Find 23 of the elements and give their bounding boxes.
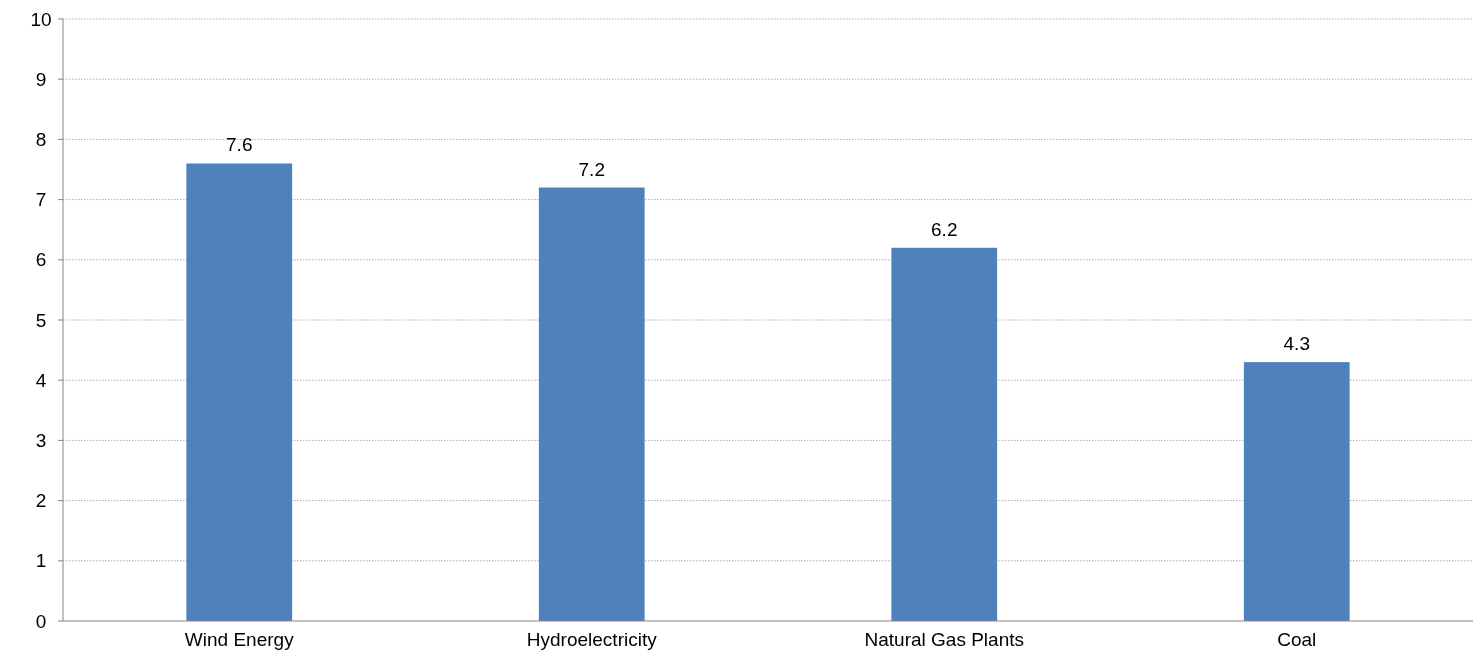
y-tick-label: 2 [35,490,47,512]
y-tick-label: 3 [35,430,47,452]
bar [891,247,998,621]
x-tick-label: Coal [1277,629,1317,650]
y-tick-label: 10 [30,8,52,30]
bar [1243,362,1350,621]
bar [538,187,645,621]
data-label: 4.3 [1283,333,1310,355]
x-tick-label: Hydroelectricity [526,629,658,650]
data-label: 6.2 [931,218,958,240]
data-label: 7.6 [226,134,253,156]
data-label: 7.2 [578,158,605,180]
y-tick-label: 6 [35,249,47,271]
y-tick-label: 5 [35,309,47,331]
y-tick-label: 4 [35,369,47,391]
y-tick-label: 8 [35,129,47,151]
y-tick-label: 0 [35,610,47,632]
x-tick-label: Natural Gas Plants [864,629,1024,650]
bar [186,163,293,621]
x-tick-label: Wind Energy [184,629,295,650]
y-tick-label: 7 [35,189,47,211]
y-tick-label: 9 [35,68,47,90]
y-tick-label: 1 [35,550,47,572]
